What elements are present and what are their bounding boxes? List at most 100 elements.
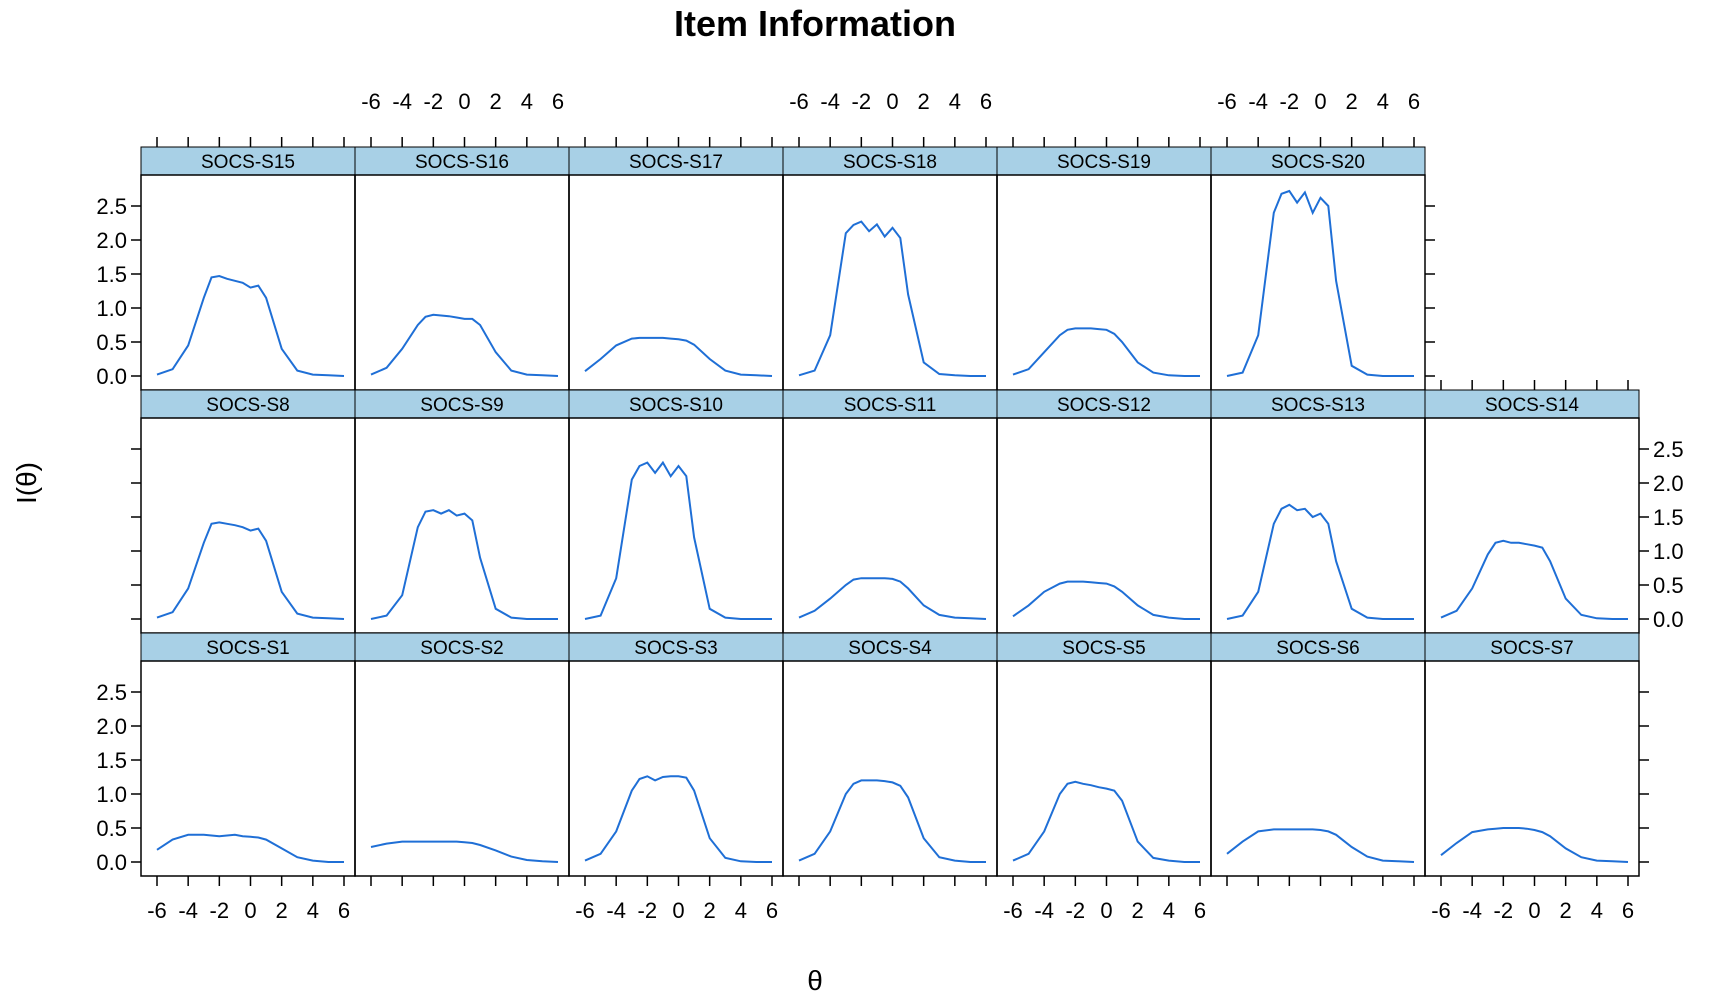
x-tick-label: -4 [392,89,412,114]
strip-label: SOCS-S20 [1271,152,1365,173]
y-tick-label: 2.0 [1653,471,1684,496]
strip-label: SOCS-S5 [1062,638,1145,659]
y-axis-left: 0.0 0.5 1.0 1.5 2.0 2.5 [96,194,141,389]
x-tick-label: 4 [307,898,319,923]
strip-header [354,632,570,662]
information-curve [156,521,345,620]
strip-label: SOCS-S17 [629,152,723,173]
panel-frame [1210,417,1426,634]
panel-socs-s1: SOCS-S1 [140,632,356,877]
y-tick-label: 0.0 [1653,607,1684,632]
x-tick-label: 2 [490,89,502,114]
x-tick-label: -4 [1248,89,1268,114]
y-axis-label: I(θ) [11,462,42,504]
information-curve [1012,327,1200,377]
panel-socs-s13: SOCS-S13 [1210,389,1426,634]
strip-label: SOCS-S4 [848,638,932,659]
information-curve [584,460,772,620]
x-tick-label: 6 [766,898,778,923]
x-tick-label: 0 [672,898,684,923]
y-tick-label: 1.0 [1653,539,1684,564]
x-tick-label: 6 [980,89,992,114]
strip-header [996,389,1212,419]
x-tick-label: 0 [1528,898,1540,923]
information-curve [1012,780,1200,863]
panel-socs-s14: SOCS-S14 [1424,389,1640,634]
x-tick-label: 2 [1346,89,1358,114]
panel-frame [1424,660,1640,877]
information-curve [1226,189,1414,377]
panel-frame [354,174,570,391]
panel-socs-s8: SOCS-S8 [140,389,356,634]
panel-socs-s4: SOCS-S4 [782,632,998,877]
x-tick-label: 6 [338,898,350,923]
x-tick-label: -2 [1494,898,1514,923]
x-tick-label: 2 [1560,898,1572,923]
x-tick-label: 2 [1132,898,1144,923]
strip-label: SOCS-S16 [415,152,509,173]
strip-label: SOCS-S11 [844,395,937,416]
panel-socs-s5: SOCS-S5 [996,632,1212,877]
x-tick-label: -6 [789,89,809,114]
strip-label: SOCS-S7 [1490,638,1573,659]
panel-frame [996,417,1212,634]
information-curve [1226,503,1414,620]
x-tick-label: 4 [1163,898,1175,923]
chart-title: Item Information [674,3,956,44]
information-curve [370,840,559,863]
y-tick-label: 0.5 [1653,573,1684,598]
x-tick-label: -6 [1431,898,1451,923]
information-curve [798,220,986,377]
strip-header [354,389,570,419]
information-curve [370,313,559,377]
y-tick-label: 2.0 [96,228,127,253]
x-tick-label: -4 [820,89,840,114]
panel-frame [1210,660,1426,877]
strip-label: SOCS-S10 [629,395,723,416]
strip-header [782,632,998,662]
x-axis-bottom: -6 -4 -2 0 2 4 6 [575,876,778,923]
panel-socs-s17: SOCS-S17 [568,146,784,391]
x-tick-label: -6 [361,89,381,114]
panel-socs-s11: SOCS-S11 [782,389,998,634]
information-curve [1012,580,1200,620]
strip-header [782,146,998,176]
panel-socs-s6: SOCS-S6 [1210,632,1426,877]
x-tick-label: 4 [1591,898,1603,923]
panel-frame [782,660,998,877]
panel-frame [996,660,1212,877]
x-tick-label: -6 [147,898,167,923]
panel-socs-s7: SOCS-S7 [1424,632,1640,877]
x-tick-label: -2 [1280,89,1300,114]
x-tick-label: 0 [1314,89,1326,114]
panel-socs-s15: SOCS-S15 [140,146,356,391]
x-tick-label: -6 [1217,89,1237,114]
strip-label: SOCS-S9 [420,395,503,416]
panel-frame [996,174,1212,391]
panel-frame [140,174,356,391]
strip-header [1210,146,1426,176]
panel-frame [1210,174,1426,391]
information-curve [370,509,558,620]
x-tick-label: -4 [178,898,198,923]
x-tick-label: -2 [852,89,872,114]
x-tick-label: 6 [1194,898,1206,923]
strip-label: SOCS-S1 [206,638,289,659]
panel-socs-s18: SOCS-S18 [782,146,998,391]
x-axis-bottom: -6 -4 -2 0 2 4 6 [147,876,350,923]
strip-label: SOCS-S12 [1057,395,1151,416]
x-axis-top-ticks [1440,380,1629,390]
y-tick-label: 2.5 [1653,437,1684,462]
y-tick-label: 0.0 [96,364,127,389]
x-axis-top-ticks [156,137,345,147]
x-tick-label: -2 [424,89,444,114]
y-tick-label: 2.0 [96,714,127,739]
panel-frame [568,660,784,877]
y-tick-label: 0.0 [96,850,127,875]
x-tick-label: 6 [552,89,564,114]
strip-header [1210,389,1426,419]
strip-header [1424,632,1640,662]
y-tick-label: 1.5 [96,262,127,287]
strip-label: SOCS-S13 [1271,395,1365,416]
